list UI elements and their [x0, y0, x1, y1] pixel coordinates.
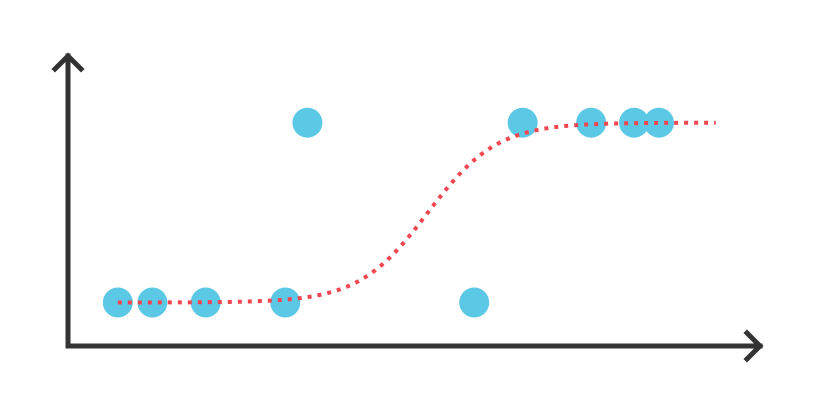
data-point: [619, 107, 650, 138]
data-point: [190, 287, 221, 318]
data-point: [576, 107, 607, 138]
data-point: [643, 107, 674, 138]
x-axis: [65, 329, 764, 363]
data-point: [292, 107, 323, 138]
fit-curve-line: [117, 120, 716, 305]
data-point: [507, 107, 538, 138]
y-axis: [51, 52, 85, 349]
data-points: [102, 107, 674, 318]
axes: [51, 52, 764, 363]
data-point: [459, 287, 490, 318]
data-point: [137, 287, 168, 318]
data-point: [270, 287, 301, 318]
